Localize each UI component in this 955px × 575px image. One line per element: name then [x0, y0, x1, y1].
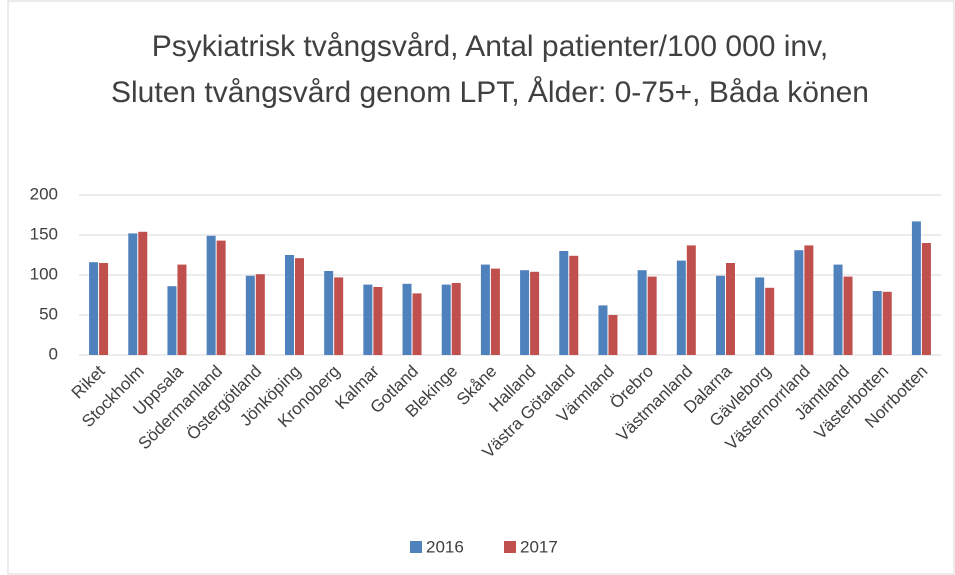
bar — [245, 275, 255, 355]
bar — [128, 233, 138, 355]
bar — [324, 271, 334, 355]
y-tick-label: 50 — [39, 304, 58, 323]
bar — [167, 286, 177, 355]
bar — [726, 263, 735, 355]
bar — [921, 243, 931, 355]
chart-border — [7, 0, 955, 575]
bar — [794, 250, 804, 355]
bar — [412, 293, 422, 355]
bar — [295, 258, 304, 355]
bar — [530, 271, 540, 355]
legend-swatch — [410, 541, 422, 553]
y-tick-label: 200 — [30, 184, 58, 203]
bar — [206, 235, 216, 355]
bar — [843, 276, 853, 355]
bar — [686, 245, 696, 355]
bar — [520, 270, 530, 355]
bar — [89, 262, 99, 355]
bar — [647, 276, 657, 355]
bar — [755, 277, 765, 355]
bar — [490, 268, 500, 355]
bar — [911, 221, 921, 355]
bar — [480, 264, 490, 355]
bar — [804, 245, 814, 355]
legend-label: 2017 — [520, 537, 558, 556]
legend-label: 2016 — [426, 537, 464, 556]
y-tick-label: 100 — [30, 264, 58, 283]
legend-swatch — [504, 541, 516, 553]
bar — [138, 231, 148, 355]
bar — [177, 264, 187, 355]
bar — [255, 274, 265, 355]
bar — [216, 240, 226, 355]
bar — [451, 283, 461, 355]
bar — [99, 263, 109, 355]
bar — [598, 305, 608, 355]
bar — [334, 277, 344, 355]
bar — [676, 260, 686, 355]
bar — [833, 264, 843, 355]
bar — [363, 284, 373, 355]
chart-title: Psykiatrisk tvångsvård, Antal patienter/… — [111, 30, 869, 109]
bar — [569, 255, 579, 355]
bar — [608, 315, 618, 355]
bar — [716, 275, 725, 355]
y-tick-label: 150 — [30, 224, 58, 243]
bar — [285, 255, 294, 355]
bar — [373, 287, 383, 355]
bar — [559, 251, 569, 355]
y-tick-label: 0 — [49, 344, 58, 363]
bar — [872, 291, 882, 355]
bar — [882, 291, 892, 355]
bar — [441, 284, 451, 355]
bar — [402, 283, 412, 355]
bar — [765, 287, 775, 355]
bar — [637, 270, 647, 355]
